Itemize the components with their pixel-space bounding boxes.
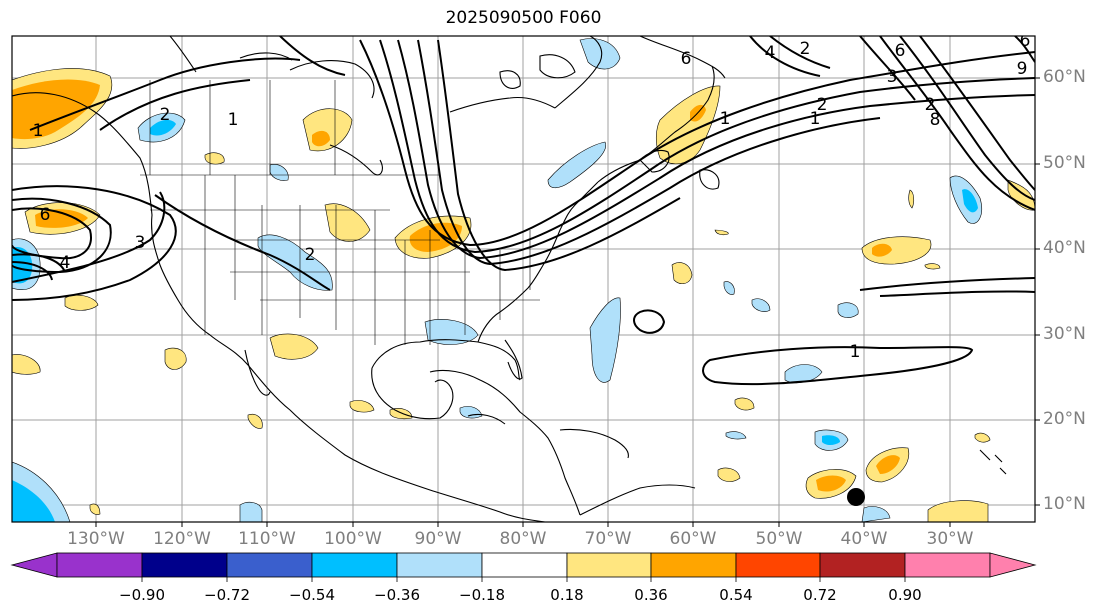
- colorbar-tick-label: 0.36: [634, 586, 668, 604]
- contour-label: 4: [60, 253, 71, 273]
- lon-label: 90°W: [414, 529, 462, 549]
- shaded-regions: [12, 38, 1035, 522]
- lon-label: 30°W: [926, 529, 974, 549]
- contour-label: 6: [681, 49, 692, 69]
- colorbar-segment: [396, 552, 483, 578]
- colorbar-tick-label: −0.54: [289, 586, 335, 604]
- lon-label: 100°W: [324, 529, 382, 549]
- colorbar-segment: [226, 552, 313, 578]
- contour-6-west: [12, 207, 92, 260]
- lon-label: 60°W: [669, 529, 717, 549]
- contour-label: 8: [930, 110, 941, 130]
- lon-label: 70°W: [584, 529, 632, 549]
- contour-label: 1: [850, 342, 861, 362]
- lat-label: 50°N: [1043, 153, 1086, 173]
- contour-label: 2: [160, 105, 171, 125]
- lon-label: 110°W: [238, 529, 296, 549]
- colorbar-tick-label: −0.90: [119, 586, 165, 604]
- lat-label: 30°N: [1043, 324, 1086, 344]
- contour-label: 1: [720, 109, 731, 129]
- lat-label: 20°N: [1043, 409, 1086, 429]
- contour-label: 2: [817, 95, 828, 115]
- lon-label: 40°W: [840, 529, 888, 549]
- storm-center-dot: [847, 488, 865, 506]
- contour-1-west: [154, 194, 331, 291]
- colorbar-segment: [819, 552, 906, 578]
- colorbar-segment: [904, 552, 991, 578]
- colorbar-tick-label: −0.36: [374, 586, 420, 604]
- contour-label: 6: [895, 41, 906, 61]
- contour-label: 9: [1017, 59, 1028, 79]
- lon-label: 50°W: [755, 529, 803, 549]
- state-borders: [140, 80, 540, 345]
- contour-label: 3: [135, 233, 146, 253]
- contour-label: 4: [765, 43, 776, 63]
- contours: [12, 36, 1035, 386]
- lon-label: 130°W: [67, 529, 125, 549]
- colorbar-tick-label: 0.72: [803, 586, 837, 604]
- lon-label: 80°W: [499, 529, 547, 549]
- colorbar-over: [989, 552, 1037, 578]
- shade-positive-nw-core: [12, 79, 100, 140]
- contour-6-east: [859, 36, 916, 101]
- contour-label: 6: [1020, 31, 1031, 51]
- colorbar-tick-label: −0.72: [204, 586, 250, 604]
- contour-label: 6: [40, 205, 51, 225]
- contour-1-north: [29, 57, 301, 131]
- contour-3-west: [12, 185, 177, 301]
- contour-label: 1: [810, 109, 821, 129]
- colorbar-tick-label: −0.18: [459, 586, 505, 604]
- colorbar-tick-label: 0.90: [888, 586, 922, 604]
- colorbar-segment: [650, 552, 737, 578]
- colorbar-segment: [735, 552, 821, 578]
- lat-label: 60°N: [1043, 67, 1086, 87]
- contour-label: 2: [305, 245, 316, 265]
- colorbar-segment: [56, 552, 143, 578]
- colorbar-tick-label: 0.54: [719, 586, 753, 604]
- lat-label: 40°N: [1043, 238, 1086, 258]
- colorbar-segment: [566, 552, 652, 578]
- colorbar: [10, 552, 1037, 582]
- colorbar-segment: [481, 552, 568, 578]
- contour-label: 2: [800, 39, 811, 59]
- contour-trough-1: [359, 39, 1035, 247]
- contour-label: 1: [228, 110, 239, 130]
- colorbar-segment: [141, 552, 228, 578]
- contour-label: 2: [925, 95, 936, 115]
- colorbar-under: [10, 552, 58, 578]
- colorbar-segment: [311, 552, 398, 578]
- contour-2-north: [99, 79, 251, 131]
- map-title: 2025090500 F060: [445, 8, 602, 28]
- contour-label: 3: [887, 67, 898, 87]
- contour-labels: 1 2 1 6 3 4 2 6 2 4 3 2 6 9 6 8 1 2 1 1: [33, 31, 1031, 362]
- contour-label: 1: [33, 121, 44, 141]
- colorbar-tick-label: 0.18: [550, 586, 584, 604]
- lon-label: 120°W: [153, 529, 211, 549]
- shade-positive-sw: [12, 354, 41, 375]
- contour-1-atlantic: [702, 346, 974, 386]
- shade-negative-atlantic-band: [547, 141, 607, 189]
- lat-label: 10°N: [1043, 494, 1086, 514]
